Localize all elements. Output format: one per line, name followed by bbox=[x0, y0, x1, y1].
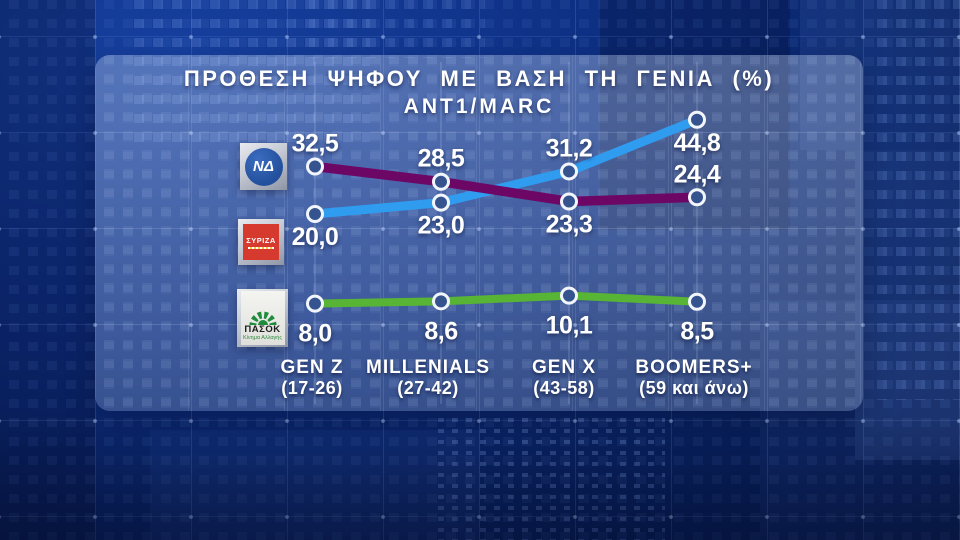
syriza-party-icon: ΣΥΡΙΖΑ bbox=[243, 224, 279, 260]
chart-panel bbox=[95, 55, 863, 411]
series-line-pasok bbox=[311, 291, 701, 308]
data-point-nd bbox=[306, 205, 324, 223]
data-point-syriza bbox=[432, 172, 450, 191]
value-label-pasok: 8,5 bbox=[680, 318, 714, 346]
syriza-logo-label: ΣΥΡΙΖΑ bbox=[246, 235, 276, 245]
x-axis-label-millenials: MILLENIALS (27-42) bbox=[366, 357, 490, 398]
category-name: GEN Z bbox=[280, 357, 344, 378]
legend-logo-syriza: ΣΥΡΙΖΑ bbox=[238, 219, 284, 265]
category-name: BOOMERS+ bbox=[635, 357, 753, 378]
series-line-syriza bbox=[310, 161, 702, 207]
category-range: (17-26) bbox=[281, 378, 343, 398]
nd-party-icon: ΝΔ bbox=[244, 147, 283, 186]
pasok-logo-label: ΠΑΣΟΚ bbox=[244, 324, 281, 335]
syriza-logo-stripe bbox=[248, 246, 274, 249]
legend-logo-nd: ΝΔ bbox=[240, 143, 287, 190]
chart-header: ΠΡΟΘΕΣΗ ΨΗΦΟΥ ΜΕ ΒΑΣΗ ΤΗ ΓΕΝΙΑ (%) ANT1/… bbox=[95, 66, 863, 119]
value-label-pasok: 10,1 bbox=[546, 312, 593, 340]
data-point-syriza bbox=[306, 157, 324, 176]
category-name: MILLENIALS bbox=[366, 357, 490, 378]
category-range: (59 και άνω) bbox=[639, 378, 749, 398]
data-point-pasok bbox=[688, 292, 706, 311]
data-point-pasok bbox=[560, 286, 578, 305]
pasok-party-icon: ΠΑΣΟΚ Κίνημα Αλλαγής bbox=[240, 291, 285, 345]
x-axis-label-genx: GEN X (43-58) bbox=[532, 357, 596, 398]
chart-title: ΠΡΟΘΕΣΗ ΨΗΦΟΥ ΜΕ ΒΑΣΗ ΤΗ ΓΕΝΙΑ (%) bbox=[183, 66, 775, 91]
data-point-nd bbox=[560, 162, 578, 181]
pasok-sun-icon bbox=[249, 311, 276, 325]
category-range: (43-58) bbox=[533, 378, 595, 398]
pasok-logo-sublabel: Κίνημα Αλλαγής bbox=[243, 335, 282, 341]
data-point-pasok bbox=[306, 294, 324, 313]
data-point-syriza bbox=[560, 192, 578, 211]
value-label-syriza: 28,5 bbox=[418, 145, 465, 173]
value-label-syriza: 23,3 bbox=[546, 210, 593, 238]
nd-logo-label: ΝΔ bbox=[253, 158, 274, 175]
value-label-nd: 20,0 bbox=[292, 223, 339, 251]
value-label-nd: 31,2 bbox=[546, 134, 593, 162]
data-point-syriza bbox=[688, 188, 706, 207]
legend-logo-pasok: ΠΑΣΟΚ Κίνημα Αλλαγής bbox=[237, 289, 288, 347]
x-axis-label-boomers: BOOMERS+ (59 και άνω) bbox=[635, 357, 752, 398]
value-label-syriza: 24,4 bbox=[674, 160, 721, 188]
value-label-syriza: 32,5 bbox=[292, 130, 339, 158]
chart-subtitle: ANT1/MARC bbox=[403, 95, 555, 118]
value-label-nd: 23,0 bbox=[418, 212, 465, 240]
category-name: GEN X bbox=[531, 357, 597, 378]
data-point-nd bbox=[688, 110, 706, 129]
x-axis-label-genz: GEN Z (17-26) bbox=[280, 357, 343, 398]
category-range: (27-42) bbox=[397, 378, 459, 398]
data-point-pasok bbox=[432, 292, 450, 311]
value-label-nd: 44,8 bbox=[674, 129, 721, 157]
value-label-pasok: 8,6 bbox=[424, 317, 457, 345]
data-point-nd bbox=[432, 193, 450, 212]
value-label-pasok: 8,0 bbox=[298, 320, 331, 348]
